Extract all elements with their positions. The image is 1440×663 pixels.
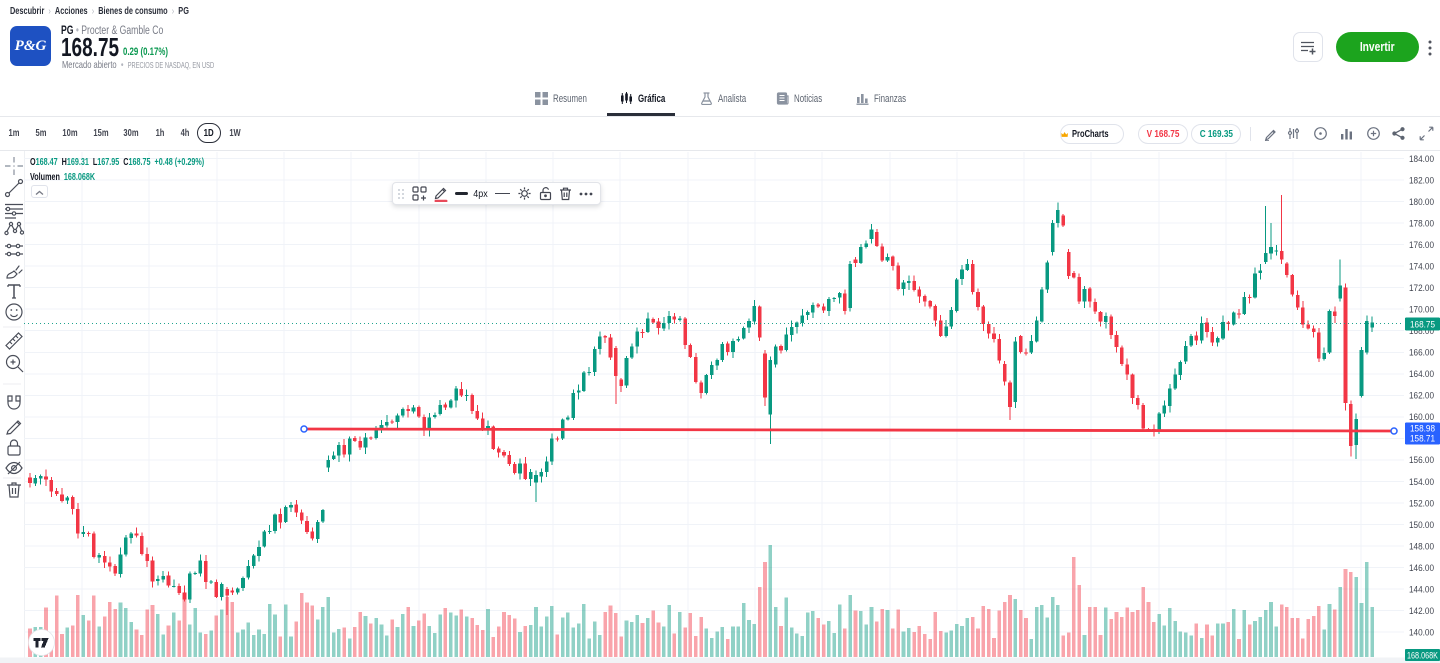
svg-text:140.00: 140.00 <box>1409 628 1434 639</box>
svg-text:172.00: 172.00 <box>1409 283 1434 294</box>
svg-text:170.00: 170.00 <box>1409 305 1434 316</box>
svg-text:158.71: 158.71 <box>1410 433 1435 444</box>
svg-text:152.00: 152.00 <box>1409 498 1434 509</box>
svg-text:176.00: 176.00 <box>1409 240 1434 251</box>
svg-text:162.00: 162.00 <box>1409 391 1434 402</box>
svg-text:168.068K: 168.068K <box>1407 650 1438 660</box>
svg-text:174.00: 174.00 <box>1409 261 1434 272</box>
svg-text:154.00: 154.00 <box>1409 477 1434 488</box>
svg-text:184.00: 184.00 <box>1409 154 1434 165</box>
svg-text:166.00: 166.00 <box>1409 348 1434 359</box>
svg-text:146.00: 146.00 <box>1409 563 1434 574</box>
svg-text:178.00: 178.00 <box>1409 218 1434 229</box>
svg-text:168.00: 168.00 <box>1409 326 1434 337</box>
svg-text:150.00: 150.00 <box>1409 520 1434 531</box>
svg-text:180.00: 180.00 <box>1409 197 1434 208</box>
svg-text:168.75: 168.75 <box>1410 319 1435 330</box>
svg-text:164.00: 164.00 <box>1409 369 1434 380</box>
svg-text:148.00: 148.00 <box>1409 541 1434 552</box>
svg-text:156.00: 156.00 <box>1409 455 1434 466</box>
svg-text:142.00: 142.00 <box>1409 606 1434 617</box>
svg-text:144.00: 144.00 <box>1409 584 1434 595</box>
svg-text:182.00: 182.00 <box>1409 175 1434 186</box>
svg-text:160.00: 160.00 <box>1409 412 1434 423</box>
svg-text:158.98: 158.98 <box>1410 423 1435 434</box>
